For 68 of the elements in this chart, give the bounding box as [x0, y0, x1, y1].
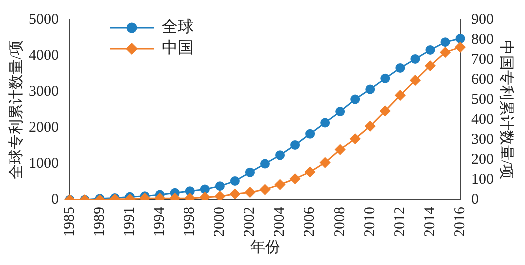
point [455, 42, 466, 53]
y-tick-label: 1000 [29, 156, 59, 172]
point [350, 94, 360, 104]
point [320, 118, 330, 128]
legend-label: 中国 [162, 39, 194, 58]
y2-tick-label: 300 [472, 132, 494, 148]
point [410, 75, 421, 86]
y2-tick-label: 400 [472, 112, 494, 128]
x-tick-label: 1998 [182, 207, 198, 237]
x-tick-label: 2000 [212, 207, 228, 237]
point [244, 187, 256, 198]
point [440, 38, 450, 48]
point [276, 150, 286, 160]
x-tick-label: 2002 [242, 207, 258, 237]
x-tick-label: 2016 [452, 206, 468, 237]
x-tick-label: 2006 [302, 206, 318, 237]
y2-tick-label: 900 [472, 12, 494, 28]
point [200, 184, 210, 194]
x-tick-label: 2014 [422, 206, 438, 237]
point [320, 158, 331, 168]
x-axis-title: 年份 [250, 238, 280, 256]
x-tick-label: 2012 [392, 207, 408, 237]
point [230, 188, 240, 200]
x-tick-label: 2004 [272, 206, 288, 237]
point [290, 140, 300, 150]
y2-tick-label: 0 [472, 192, 479, 208]
x-tick-label: 1991 [122, 207, 138, 237]
y2-tick-label: 200 [472, 152, 494, 168]
point [396, 63, 406, 73]
x-tick-label: 1985 [62, 207, 78, 237]
point [366, 84, 376, 94]
x-tick-label: 1994 [152, 206, 168, 237]
y-tick-label: 0 [52, 192, 59, 208]
y2-tick-label: 800 [472, 32, 494, 48]
legend-label: 全球 [162, 18, 194, 36]
x-tick-label: 2010 [362, 207, 378, 237]
point [426, 45, 436, 55]
y2-tick-label: 100 [472, 172, 494, 188]
point [230, 176, 240, 186]
point [425, 60, 436, 72]
point [290, 174, 301, 184]
point [335, 144, 346, 156]
y2-tick-label: 500 [472, 92, 494, 108]
y-tick-label: 4000 [29, 48, 59, 64]
point [215, 182, 225, 192]
point [336, 107, 346, 117]
point [214, 191, 226, 200]
y-tick-label: 5000 [29, 12, 59, 28]
point [350, 134, 361, 144]
point [456, 34, 466, 44]
y-axis-title: 全球专利累计数量/项 [8, 40, 25, 180]
point [245, 168, 255, 178]
x-tick-label: 1989 [92, 207, 108, 237]
point [260, 159, 270, 169]
point [410, 54, 420, 64]
y-tick-label: 2000 [29, 120, 59, 136]
point [306, 129, 316, 139]
point [380, 74, 390, 84]
point [440, 47, 451, 58]
point [365, 121, 376, 132]
y-tick-label: 3000 [29, 84, 59, 100]
point [395, 90, 406, 101]
point [380, 106, 391, 116]
x-tick-label: 2008 [332, 207, 348, 237]
y2-tick-label: 700 [472, 52, 494, 68]
y2-axis-title: 中国专利累计数量/项 [498, 40, 516, 180]
y2-tick-label: 600 [472, 72, 494, 88]
point [305, 166, 316, 178]
